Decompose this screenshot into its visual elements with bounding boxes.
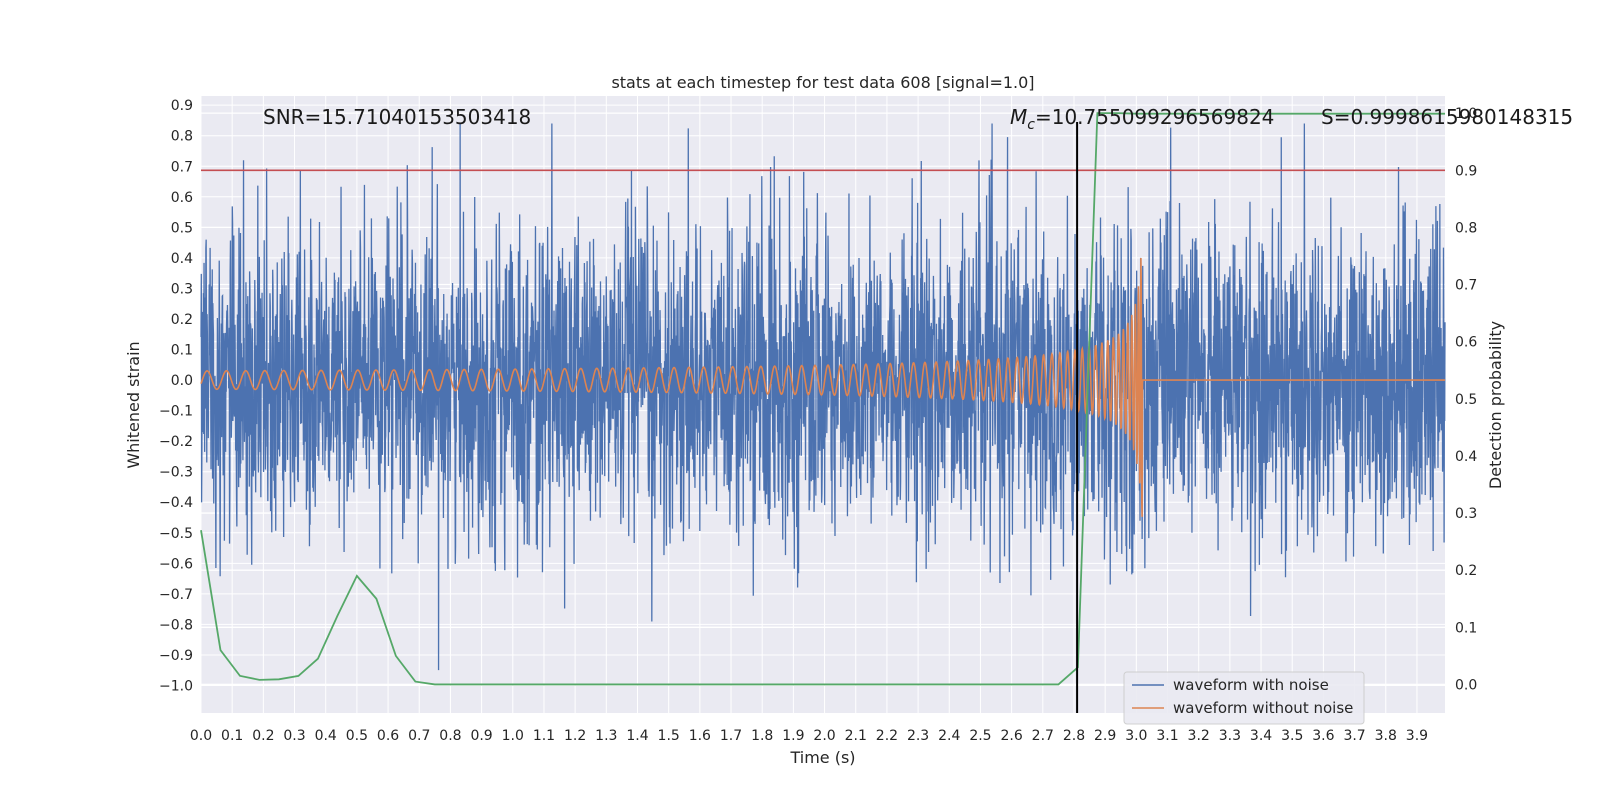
x-tick-label: 1.7: [720, 728, 742, 744]
mc-value: =10.755099296569824: [1035, 105, 1274, 129]
y2-tick-label: 0.7: [1455, 278, 1477, 294]
chirp-mass-annotation: Mc=10.755099296569824: [1010, 105, 1274, 133]
y2-tick-label: 0.4: [1455, 449, 1477, 465]
mc-symbol: M: [1010, 105, 1027, 129]
x-axis-ticks: 0.0 0.1 0.2 0.3 0.4 0.5 0.6 0.7 0.8 0.9 1.0 1.1 1.2 1…: [190, 728, 1428, 744]
y-tick-label: −0.4: [159, 495, 193, 511]
x-axis-label: Time (s): [789, 748, 855, 767]
x-tick-label: 0.8: [439, 728, 461, 744]
y2-tick-label: 0.8: [1455, 220, 1477, 236]
y2-tick-label: 0.0: [1455, 677, 1477, 693]
x-tick-label: 0.5: [346, 728, 368, 744]
x-tick-label: 1.5: [658, 728, 680, 744]
x-tick-label: 3.3: [1219, 728, 1241, 744]
y-tick-label: 0.4: [171, 251, 193, 267]
x-tick-label: 3.2: [1188, 728, 1210, 744]
y2-tick-label: 1.0: [1455, 106, 1477, 122]
y2-tick-label: 0.1: [1455, 620, 1477, 636]
y-tick-label: 0.1: [171, 343, 193, 359]
y2-axis-ticks: 1.0 0.9 0.8 0.7 0.6 0.5 0.4 0.3 0.2 0.1 0.0: [1455, 106, 1477, 693]
y-tick-label: 0.9: [171, 98, 193, 114]
x-tick-label: 1.3: [595, 728, 617, 744]
y-tick-label: −1.0: [159, 679, 193, 695]
x-tick-label: 3.4: [1250, 728, 1272, 744]
y2-tick-label: 0.5: [1455, 392, 1477, 408]
x-tick-label: 2.5: [969, 728, 991, 744]
x-tick-label: 0.0: [190, 728, 212, 744]
noise-line: [200, 123, 1446, 671]
series-waveform-without-noise: [200, 258, 1445, 517]
x-tick-label: 1.0: [502, 728, 524, 744]
mc-subscript: c: [1027, 117, 1035, 133]
x-tick-label: 1.6: [689, 728, 711, 744]
x-tick-label: 1.4: [626, 728, 648, 744]
x-tick-label: 0.3: [283, 728, 305, 744]
y-axis-ticks: 0.9 0.8 0.7 0.6 0.5 0.4 0.3 0.2 0.1 0.0 −0.1 −0.2 −0…: [159, 98, 193, 694]
y-tick-label: −0.7: [159, 587, 193, 603]
x-tick-label: 2.9: [1094, 728, 1116, 744]
y-tick-label: 0.0: [171, 373, 193, 389]
y-tick-label: 0.6: [171, 190, 193, 206]
clean-line: [200, 258, 1445, 517]
y-tick-label: 0.7: [171, 159, 193, 175]
x-tick-label: 3.6: [1312, 728, 1334, 744]
x-tick-label: 3.7: [1343, 728, 1365, 744]
x-tick-label: 3.5: [1281, 728, 1303, 744]
x-tick-label: 1.9: [782, 728, 804, 744]
x-tick-label: 1.1: [533, 728, 555, 744]
y2-tick-label: 0.2: [1455, 563, 1477, 579]
y-tick-label: 0.2: [171, 312, 193, 328]
y2-tick-label: 0.6: [1455, 335, 1477, 351]
x-tick-label: 2.6: [1000, 728, 1022, 744]
y-tick-label: 0.3: [171, 281, 193, 297]
x-tick-label: 0.7: [408, 728, 430, 744]
y2-tick-label: 0.3: [1455, 506, 1477, 522]
x-tick-label: 2.4: [938, 728, 960, 744]
y-tick-label: −0.9: [159, 648, 193, 664]
x-tick-label: 3.9: [1406, 728, 1428, 744]
legend-frame: [1123, 671, 1365, 725]
x-tick-label: 2.8: [1063, 728, 1085, 744]
x-tick-label: 3.1: [1156, 728, 1178, 744]
y2-tick-label: 0.9: [1455, 163, 1477, 179]
legend-label-clean: waveform without noise: [1173, 699, 1353, 717]
x-tick-label: 0.6: [377, 728, 399, 744]
legend: waveform with noise waveform without noi…: [1123, 671, 1365, 725]
y-tick-label: 0.8: [171, 129, 193, 145]
y-tick-label: −0.1: [159, 404, 193, 420]
snr-annotation: SNR=15.71040153503418: [263, 105, 531, 129]
x-tick-label: 2.0: [813, 728, 835, 744]
y-tick-label: −0.3: [159, 465, 193, 481]
chart-title: stats at each timestep for test data 608…: [611, 73, 1034, 92]
x-tick-label: 2.1: [845, 728, 867, 744]
x-tick-label: 0.4: [315, 728, 337, 744]
x-tick-label: 3.0: [1125, 728, 1147, 744]
y-axis-label: Whitened strain: [124, 341, 143, 468]
y-tick-label: 0.5: [171, 220, 193, 236]
x-tick-label: 3.8: [1375, 728, 1397, 744]
legend-label-noise: waveform with noise: [1173, 676, 1329, 694]
x-tick-label: 2.3: [907, 728, 929, 744]
x-tick-label: 2.7: [1032, 728, 1054, 744]
y-tick-label: −0.6: [159, 556, 193, 572]
x-tick-label: 0.1: [221, 728, 243, 744]
x-tick-label: 1.2: [564, 728, 586, 744]
x-tick-label: 0.2: [252, 728, 274, 744]
series-waveform-with-noise: [200, 123, 1446, 671]
y-tick-label: −0.2: [159, 434, 193, 450]
y-tick-label: −0.8: [159, 617, 193, 633]
detection-stat-annotation: S=0.9998615980148315: [1321, 105, 1573, 129]
x-tick-label: 2.2: [876, 728, 898, 744]
x-tick-label: 0.9: [470, 728, 492, 744]
x-tick-label: 1.8: [751, 728, 773, 744]
y2-axis-label: Detection probability: [1486, 321, 1505, 489]
overlays: [201, 122, 1445, 713]
probability-line: [200, 112, 1445, 686]
y-tick-label: −0.5: [159, 526, 193, 542]
